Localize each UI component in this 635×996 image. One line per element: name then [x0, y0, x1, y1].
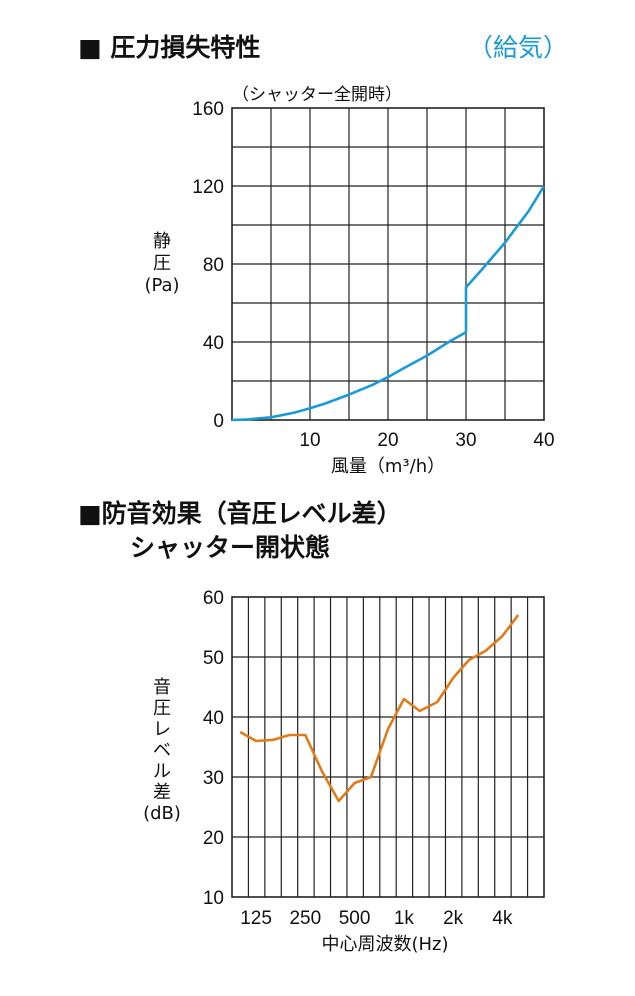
chart1-y-ticks: 0 40 80 120 160 [192, 99, 224, 432]
chart2-y-ticks: 10 20 30 40 50 60 [203, 588, 224, 909]
chart1-y-label-part: 静 [153, 231, 171, 252]
chart1-y-label-part: 圧 [153, 253, 171, 274]
chart1-x-tick-label: 40 [533, 430, 554, 451]
chart1-x-tick-label: 20 [377, 430, 398, 451]
chart2-y-tick-label: 40 [203, 708, 224, 729]
chart2-x-tick-label: 125 [240, 908, 272, 929]
sound-insulation-chart: ■防音効果（音圧レベル差） シャッター開状態 10 20 30 40 50 60 125 2… [78, 499, 545, 955]
chart1-x-tick-label: 10 [299, 430, 320, 451]
chart2-y-label-part: ベ [153, 740, 171, 761]
chart2-y-label-part: 音 [153, 677, 171, 698]
chart1-frame [231, 107, 545, 421]
chart1-y-tick-label: 0 [213, 411, 224, 432]
chart2-y-tick-label: 30 [203, 768, 224, 789]
chart2-x-ticks: 125 250 500 1k 2k 4k [240, 908, 513, 929]
chart2-x-label: 中心周波数(Hz) [321, 934, 448, 955]
chart1-y-tick-label: 40 [203, 333, 224, 354]
chart2-x-tick-label: 2k [443, 908, 464, 929]
chart1-series-line [231, 185, 546, 422]
chart2-frame [231, 596, 545, 898]
chart2-subtitle: シャッター開状態 [130, 533, 330, 562]
chart2-x-tick-label: 250 [289, 908, 321, 929]
chart1-y-tick-label: 160 [192, 99, 224, 120]
chart2-y-tick-label: 50 [203, 648, 224, 669]
chart2-y-tick-label: 10 [203, 888, 224, 909]
chart2-y-label-part: ル [153, 761, 171, 782]
chart2-y-tick-label: 20 [203, 828, 224, 849]
chart2-y-label-part: レ [153, 719, 171, 740]
chart2-x-tick-label: 500 [339, 908, 371, 929]
chart1-x-ticks: 10 20 30 40 [299, 430, 554, 451]
chart1-y-tick-label: 120 [192, 177, 224, 198]
chart2-grid [232, 597, 544, 897]
chart1-y-label-part: (Pa) [144, 275, 179, 296]
pressure-loss-chart: ■ 圧力損失特性 （給気） （シャッター全開時） 0 40 80 120 160 10 2… [78, 33, 568, 477]
chart2-y-tick-label: 60 [203, 588, 224, 609]
chart2-title: ■防音効果（音圧レベル差） [78, 499, 402, 528]
chart2-y-label: 音圧レベル差(dB) [143, 677, 181, 824]
chart1-y-label: 静圧(Pa) [144, 231, 179, 296]
chart2-x-tick-label: 4k [492, 908, 513, 929]
chart1-grid [232, 108, 544, 420]
chart2-series-line [239, 614, 520, 803]
chart2-y-label-part: 圧 [153, 698, 171, 719]
chart1-y-tick-label: 80 [203, 255, 224, 276]
chart1-x-label: 風量（m³/h） [331, 456, 445, 477]
chart1-title: ■ 圧力損失特性 [78, 33, 260, 62]
chart1-x-tick-label: 30 [455, 430, 476, 451]
chart1-subtitle: （給気） [468, 33, 568, 62]
chart2-y-label-part: (dB) [143, 803, 181, 824]
chart2-x-tick-label: 1k [394, 908, 415, 929]
chart1-note: （シャッター全開時） [232, 85, 402, 105]
chart2-y-label-part: 差 [153, 782, 171, 803]
